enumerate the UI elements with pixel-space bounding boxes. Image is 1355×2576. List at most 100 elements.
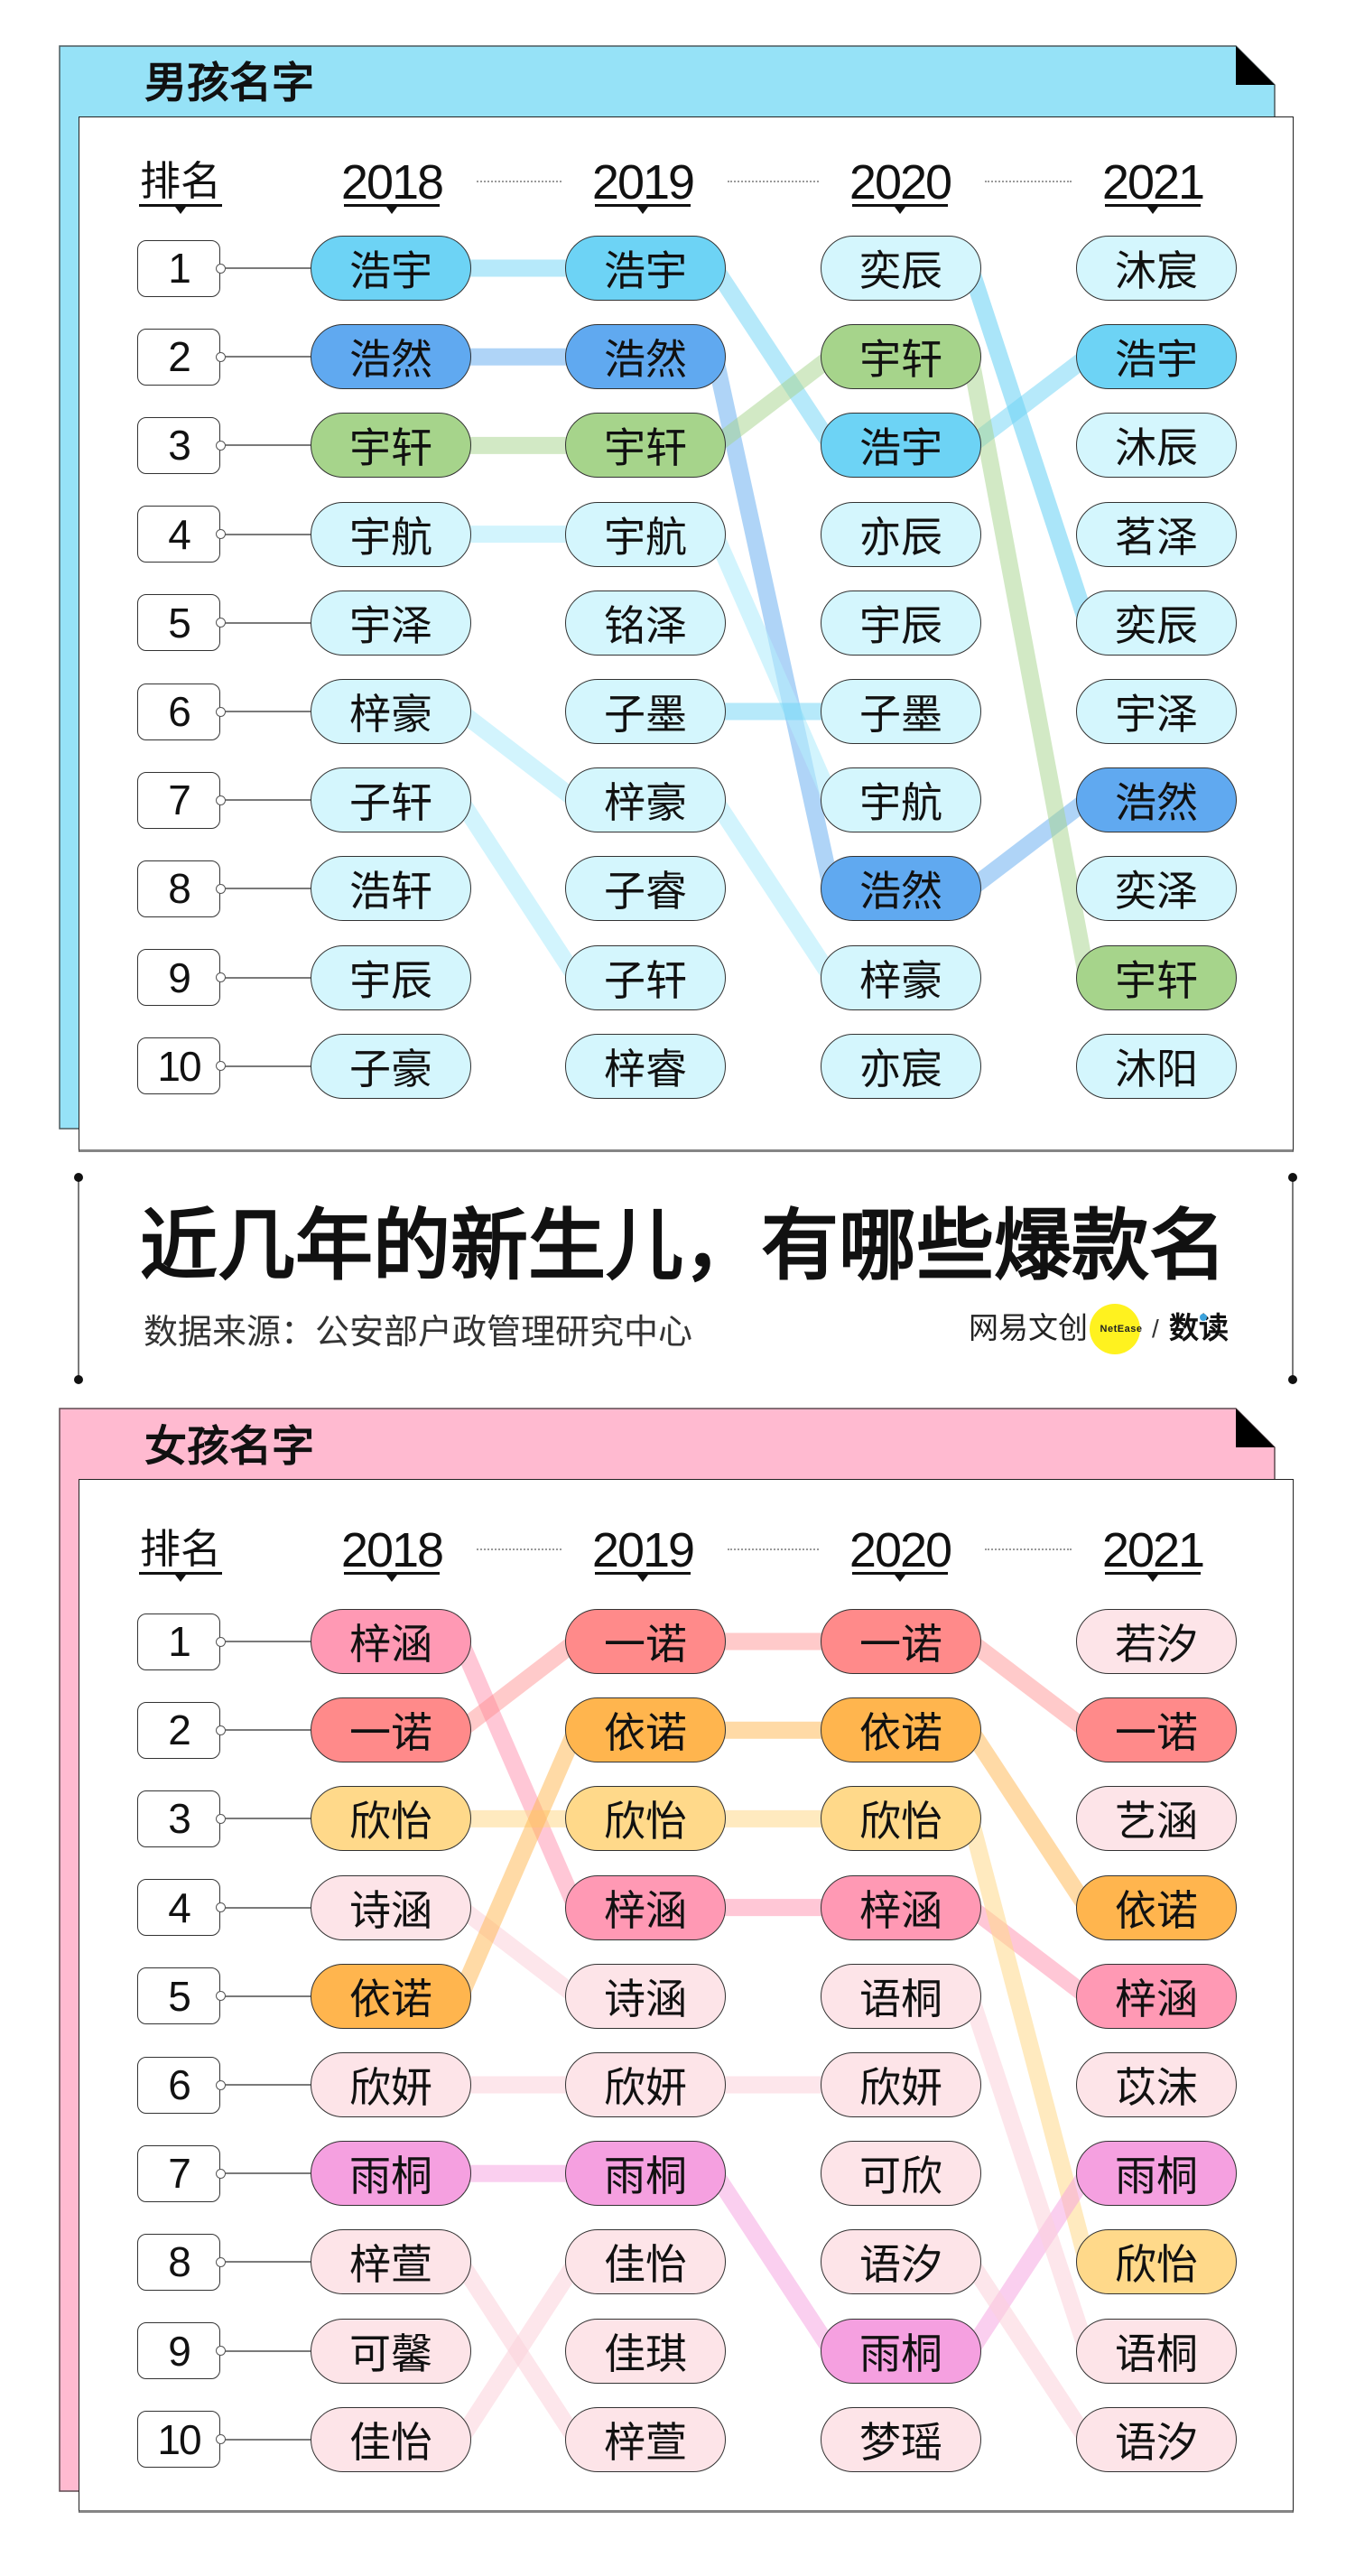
name-pill: 子轩	[565, 944, 726, 1010]
name-pill: 依诺	[821, 1697, 981, 1763]
name-pill: 欣怡	[1076, 2229, 1237, 2295]
name-pill: 雨桐	[311, 2141, 471, 2207]
name-pill: 雨桐	[821, 2318, 981, 2384]
name-pill: 苡沫	[1076, 2052, 1237, 2117]
rank-badge: 9	[137, 2322, 220, 2380]
frame-right-line	[1292, 1177, 1294, 1380]
connector-dot-icon	[215, 706, 226, 717]
name-pill: 宇轩	[1076, 944, 1237, 1010]
name-pill: 奕泽	[1076, 856, 1237, 922]
logo-brand-text: 网易文创	[969, 1311, 1088, 1344]
name-pill: 一诺	[821, 1609, 981, 1674]
name-pill: 欣妍	[565, 2052, 726, 2117]
logo-separator: /	[1152, 1315, 1159, 1343]
year-column-header: 2021	[1101, 1523, 1205, 1577]
name-pill: 梓涵	[821, 1874, 981, 1940]
name-pill: 宇泽	[1076, 679, 1237, 744]
name-pill: 茗泽	[1076, 501, 1237, 567]
name-pill: 佳怡	[565, 2229, 726, 2295]
name-pill: 浩宇	[565, 236, 726, 301]
rank-connector-line	[225, 2261, 311, 2264]
name-pill: 一诺	[565, 1609, 726, 1674]
page-title: 近几年的新生儿，有哪些爆款名	[140, 1203, 1227, 1289]
name-pill: 梓涵	[565, 1874, 726, 1940]
rank-connector-line	[225, 1729, 311, 1732]
rank-connector-line	[225, 1906, 311, 1909]
name-pill: 语桐	[821, 1963, 981, 2029]
rank-badge: 10	[137, 1037, 220, 1095]
rank-column-header: 排名	[139, 1526, 221, 1572]
rank-connector-line	[225, 2438, 311, 2441]
name-pill: 欣怡	[565, 1786, 726, 1852]
girls-section-title: 女孩名字	[144, 1422, 314, 1470]
name-pill: 宇航	[821, 767, 981, 833]
name-pill: 欣妍	[821, 2052, 981, 2117]
connector-dot-icon	[215, 972, 226, 983]
folded-corner-icon	[1236, 1409, 1275, 1447]
name-pill: 梓萱	[311, 2229, 471, 2295]
rank-badge: 2	[137, 328, 220, 386]
rank-badge: 7	[137, 2144, 220, 2202]
down-triangle-icon	[1147, 207, 1158, 214]
netease-badge-circle-icon	[1090, 1304, 1140, 1354]
name-pill: 雨桐	[1076, 2141, 1237, 2207]
name-pill: 子墨	[821, 679, 981, 744]
rank-badge: 4	[137, 506, 220, 563]
connector-dot-icon	[215, 1725, 226, 1735]
down-triangle-icon	[1147, 1575, 1158, 1582]
name-pill: 奕辰	[821, 236, 981, 301]
year-column-header: 2020	[849, 155, 952, 209]
connector-dot-icon	[215, 1813, 226, 1824]
name-pill: 若汐	[1076, 1609, 1237, 1674]
frame-dot-icon	[1288, 1173, 1297, 1182]
down-triangle-icon	[386, 207, 397, 214]
name-pill: 梓豪	[565, 767, 726, 833]
logo-column-name: 数读	[1169, 1311, 1229, 1344]
name-pill: 梓萱	[565, 2406, 726, 2472]
connector-dot-icon	[215, 2346, 226, 2357]
down-triangle-icon	[895, 1575, 905, 1582]
name-pill: 梓涵	[1076, 1963, 1237, 2029]
name-pill: 一诺	[311, 1697, 471, 1763]
name-pill: 语汐	[1076, 2406, 1237, 2472]
data-source-note: 数据来源：公安部户政管理研究中心	[144, 1314, 693, 1352]
rank-connector-line	[225, 1995, 311, 1997]
name-pill: 宇航	[311, 501, 471, 567]
down-triangle-icon	[175, 207, 186, 214]
name-pill: 依诺	[1076, 1874, 1237, 1940]
name-pill: 奕辰	[1076, 590, 1237, 656]
connector-dot-icon	[215, 2168, 226, 2179]
name-pill: 宇辰	[311, 944, 471, 1010]
frame-dot-icon	[74, 1173, 83, 1182]
rank-badge: 7	[137, 771, 220, 829]
rank-badge: 1	[137, 239, 220, 297]
name-pill: 语汐	[821, 2229, 981, 2295]
name-pill: 佳怡	[311, 2406, 471, 2472]
rank-badge: 6	[137, 683, 220, 740]
rank-connector-line	[225, 1065, 311, 1067]
rank-connector-line	[225, 976, 311, 979]
rank-connector-line	[225, 2349, 311, 2352]
rank-connector-line	[225, 1818, 311, 1820]
year-separator-dots	[477, 1548, 561, 1550]
name-pill: 欣怡	[311, 1786, 471, 1852]
name-pill: 梓睿	[565, 1033, 726, 1099]
rank-badge: 9	[137, 949, 220, 1007]
name-pill: 宇轩	[821, 324, 981, 390]
frame-left-line	[78, 1177, 79, 1380]
year-column-header: 2021	[1101, 155, 1205, 209]
name-pill: 沐阳	[1076, 1033, 1237, 1099]
year-column-header: 2019	[591, 1523, 695, 1577]
folded-corner-icon	[1236, 46, 1275, 85]
rank-badge: 8	[137, 860, 220, 917]
connector-dot-icon	[215, 440, 226, 451]
rank-column-header: 排名	[139, 158, 221, 204]
connector-dot-icon	[215, 263, 226, 274]
name-pill: 宇轩	[311, 413, 471, 479]
name-pill: 欣妍	[311, 2052, 471, 2117]
rank-connector-line	[225, 888, 311, 890]
rank-badge: 5	[137, 1967, 220, 2025]
name-pill: 沐辰	[1076, 413, 1237, 479]
rank-connector-line	[225, 1641, 311, 1642]
rank-badge: 6	[137, 2056, 220, 2114]
